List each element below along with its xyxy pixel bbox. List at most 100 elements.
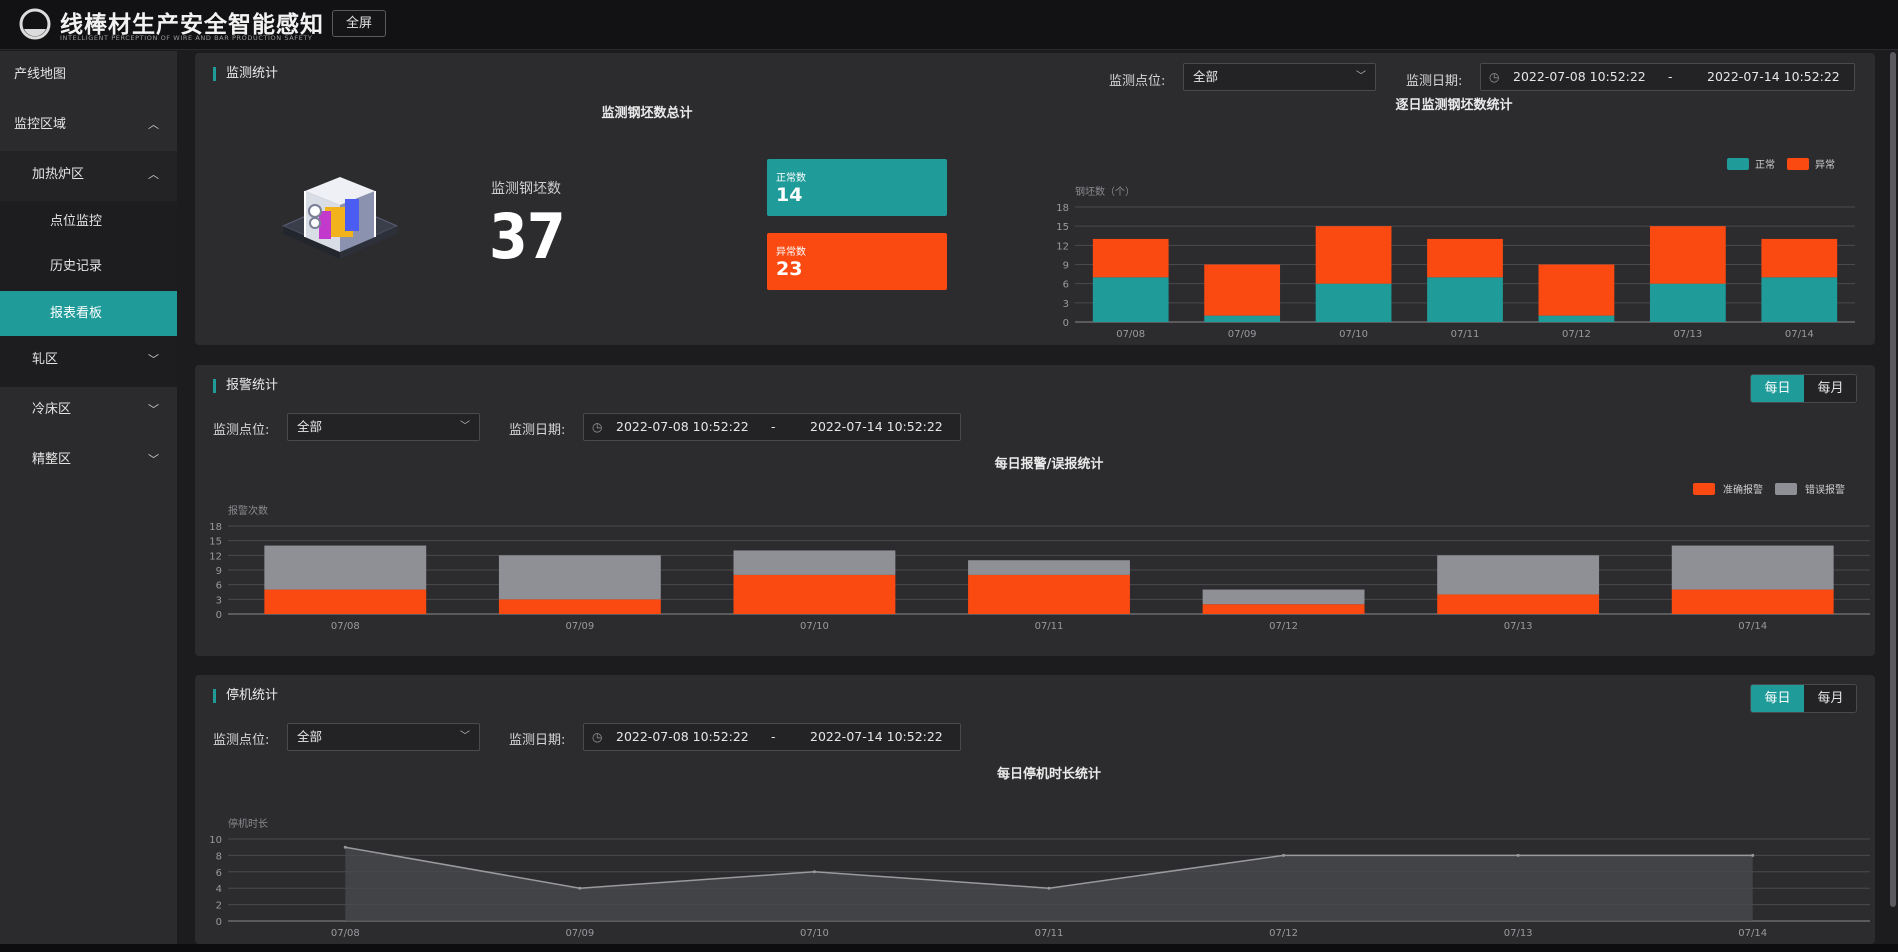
y-tick-label: 0	[216, 917, 222, 928]
chevron-down-icon: ﹀	[148, 353, 159, 366]
bar-segment	[1671, 545, 1834, 590]
bar-segment	[1092, 277, 1169, 322]
y-tick-label: 15	[1056, 222, 1069, 233]
bar-segment	[1761, 238, 1838, 278]
bar-segment	[968, 560, 1130, 575]
daily-toggle-button[interactable]: 每日	[1751, 685, 1804, 712]
data-point	[1047, 886, 1051, 890]
sidebar-item-label: 报表看板	[50, 306, 103, 321]
date-end-input[interactable]: 2022-07-14 10:52:22	[1707, 69, 1840, 84]
clock-icon: ◷	[1489, 70, 1500, 84]
y-tick-label: 15	[209, 537, 222, 548]
x-tick-label: 07/11	[1451, 329, 1480, 340]
date-end-input[interactable]: 2022-07-14 10:52:22	[810, 419, 943, 434]
sidebar-item-label: 加热炉区	[32, 167, 85, 182]
sidebar-item-line-map[interactable]: 产线地图	[0, 51, 177, 99]
date-start-input[interactable]: 2022-07-08 10:52:22	[616, 419, 749, 434]
y-tick-label: 18	[209, 522, 222, 533]
sidebar-item-history[interactable]: 历史记录	[0, 245, 177, 289]
sidebar-item-monitor-area[interactable]: 监控区域 ︿	[0, 101, 177, 149]
chevron-up-icon: ︿	[148, 118, 159, 131]
sidebar-item-label: 点位监控	[50, 214, 103, 229]
bar-segment	[1761, 277, 1838, 322]
point-select[interactable]: 全部 ﹀	[287, 723, 480, 751]
point-select[interactable]: 全部 ﹀	[1183, 63, 1376, 91]
normal-count-card: 正常数 14	[767, 159, 947, 216]
y-axis-label: 报警次数	[228, 504, 268, 517]
sidebar-item-report-board[interactable]: 报表看板	[0, 291, 177, 336]
y-tick-label: 9	[1063, 261, 1069, 272]
y-tick-label: 3	[216, 595, 222, 606]
y-tick-label: 12	[1056, 241, 1069, 252]
date-range-picker[interactable]: ◷ 2022-07-08 10:52:22 - 2022-07-14 10:52…	[1480, 63, 1855, 91]
monthly-toggle-button[interactable]: 每月	[1804, 375, 1856, 402]
x-tick-label: 07/14	[1738, 928, 1767, 939]
sidebar-item-rolling-zone[interactable]: 轧区 ﹀	[0, 336, 177, 384]
legend-label: 异常	[1815, 158, 1835, 171]
date-end-input[interactable]: 2022-07-14 10:52:22	[810, 729, 943, 744]
date-range-picker[interactable]: ◷ 2022-07-08 10:52:22 - 2022-07-14 10:52…	[583, 413, 961, 441]
period-toggle: 每日 每月	[1750, 684, 1857, 713]
x-tick-label: 07/12	[1562, 329, 1591, 340]
x-tick-label: 07/08	[331, 621, 360, 632]
chart-title: 逐日监测钢坯数统计	[1395, 97, 1512, 113]
monthly-toggle-button[interactable]: 每月	[1804, 685, 1856, 712]
date-filter-label: 监测日期:	[509, 423, 566, 438]
date-start-input[interactable]: 2022-07-08 10:52:22	[1513, 69, 1646, 84]
daily-toggle-button[interactable]: 每日	[1751, 375, 1804, 402]
bar-segment	[1538, 264, 1615, 316]
abnormal-count-card: 异常数 23	[767, 233, 947, 290]
abnormal-count-label: 异常数	[776, 247, 806, 258]
point-select-value: 全部	[297, 419, 323, 434]
x-tick-label: 07/14	[1738, 621, 1767, 632]
x-tick-label: 07/09	[565, 928, 594, 939]
y-tick-label: 12	[209, 551, 222, 562]
sidebar-item-point-monitor[interactable]: 点位监控	[0, 199, 177, 245]
bar-segment	[1437, 555, 1600, 595]
data-point	[812, 870, 816, 874]
x-tick-label: 07/13	[1504, 621, 1533, 632]
steel-billet-icon	[281, 177, 399, 259]
legend-swatch	[1693, 483, 1715, 495]
total-label: 监测钢坯数	[491, 181, 561, 197]
bar-segment	[1315, 283, 1392, 322]
date-range-picker[interactable]: ◷ 2022-07-08 10:52:22 - 2022-07-14 10:52…	[583, 723, 961, 751]
abnormal-count-value: 23	[776, 258, 803, 280]
bar-segment	[1649, 226, 1726, 284]
bar-segment	[1204, 264, 1281, 316]
y-tick-label: 0	[216, 610, 222, 621]
data-point	[1516, 853, 1520, 857]
bar-segment	[1671, 589, 1834, 614]
date-start-input[interactable]: 2022-07-08 10:52:22	[616, 729, 749, 744]
sidebar-item-label: 轧区	[32, 352, 59, 367]
point-filter-label: 监测点位:	[213, 423, 270, 438]
x-tick-label: 07/10	[800, 928, 829, 939]
bar-segment	[733, 574, 896, 614]
bar-segment	[1202, 589, 1365, 605]
normal-count-label: 正常数	[776, 173, 806, 184]
x-tick-label: 07/08	[1116, 329, 1145, 340]
bar-segment	[498, 599, 661, 614]
stop-stats-panel: 停机统计 每日 每月 监测点位: 全部 ﹀ 监测日期: ◷ 2022-07-08…	[195, 675, 1875, 944]
panel-title: 报警统计	[213, 379, 278, 393]
legend-label: 错误报警	[1805, 483, 1845, 496]
sidebar-item-cooling-bed-zone[interactable]: 冷床区 ﹀	[0, 386, 177, 434]
chevron-up-icon: ︿	[148, 168, 159, 181]
scrollbar-thumb[interactable]	[1890, 52, 1896, 907]
x-tick-label: 07/13	[1504, 928, 1533, 939]
chevron-down-icon: ﹀	[148, 453, 159, 466]
page-scrollbar[interactable]	[1888, 52, 1898, 912]
sidebar-item-furnace-zone[interactable]: 加热炉区 ︿	[0, 151, 177, 199]
y-tick-label: 2	[216, 901, 222, 912]
top-header: 线棒材生产安全智能感知 INTELLIGENT PERCEPTION OF WI…	[0, 0, 1898, 50]
bar-segment	[264, 545, 427, 590]
bar-segment	[498, 555, 661, 600]
point-select[interactable]: 全部 ﹀	[287, 413, 480, 441]
chevron-down-icon: ﹀	[460, 421, 470, 432]
fullscreen-button[interactable]: 全屏	[332, 10, 386, 37]
legend-swatch	[1727, 158, 1749, 170]
sidebar-item-finishing-zone[interactable]: 精整区 ﹀	[0, 436, 177, 484]
logo-icon	[19, 8, 51, 40]
sidebar: 产线地图 监控区域 ︿ 加热炉区 ︿ 点位监控 历史记录 报表看板 轧区 ﹀ 冷…	[0, 51, 177, 952]
